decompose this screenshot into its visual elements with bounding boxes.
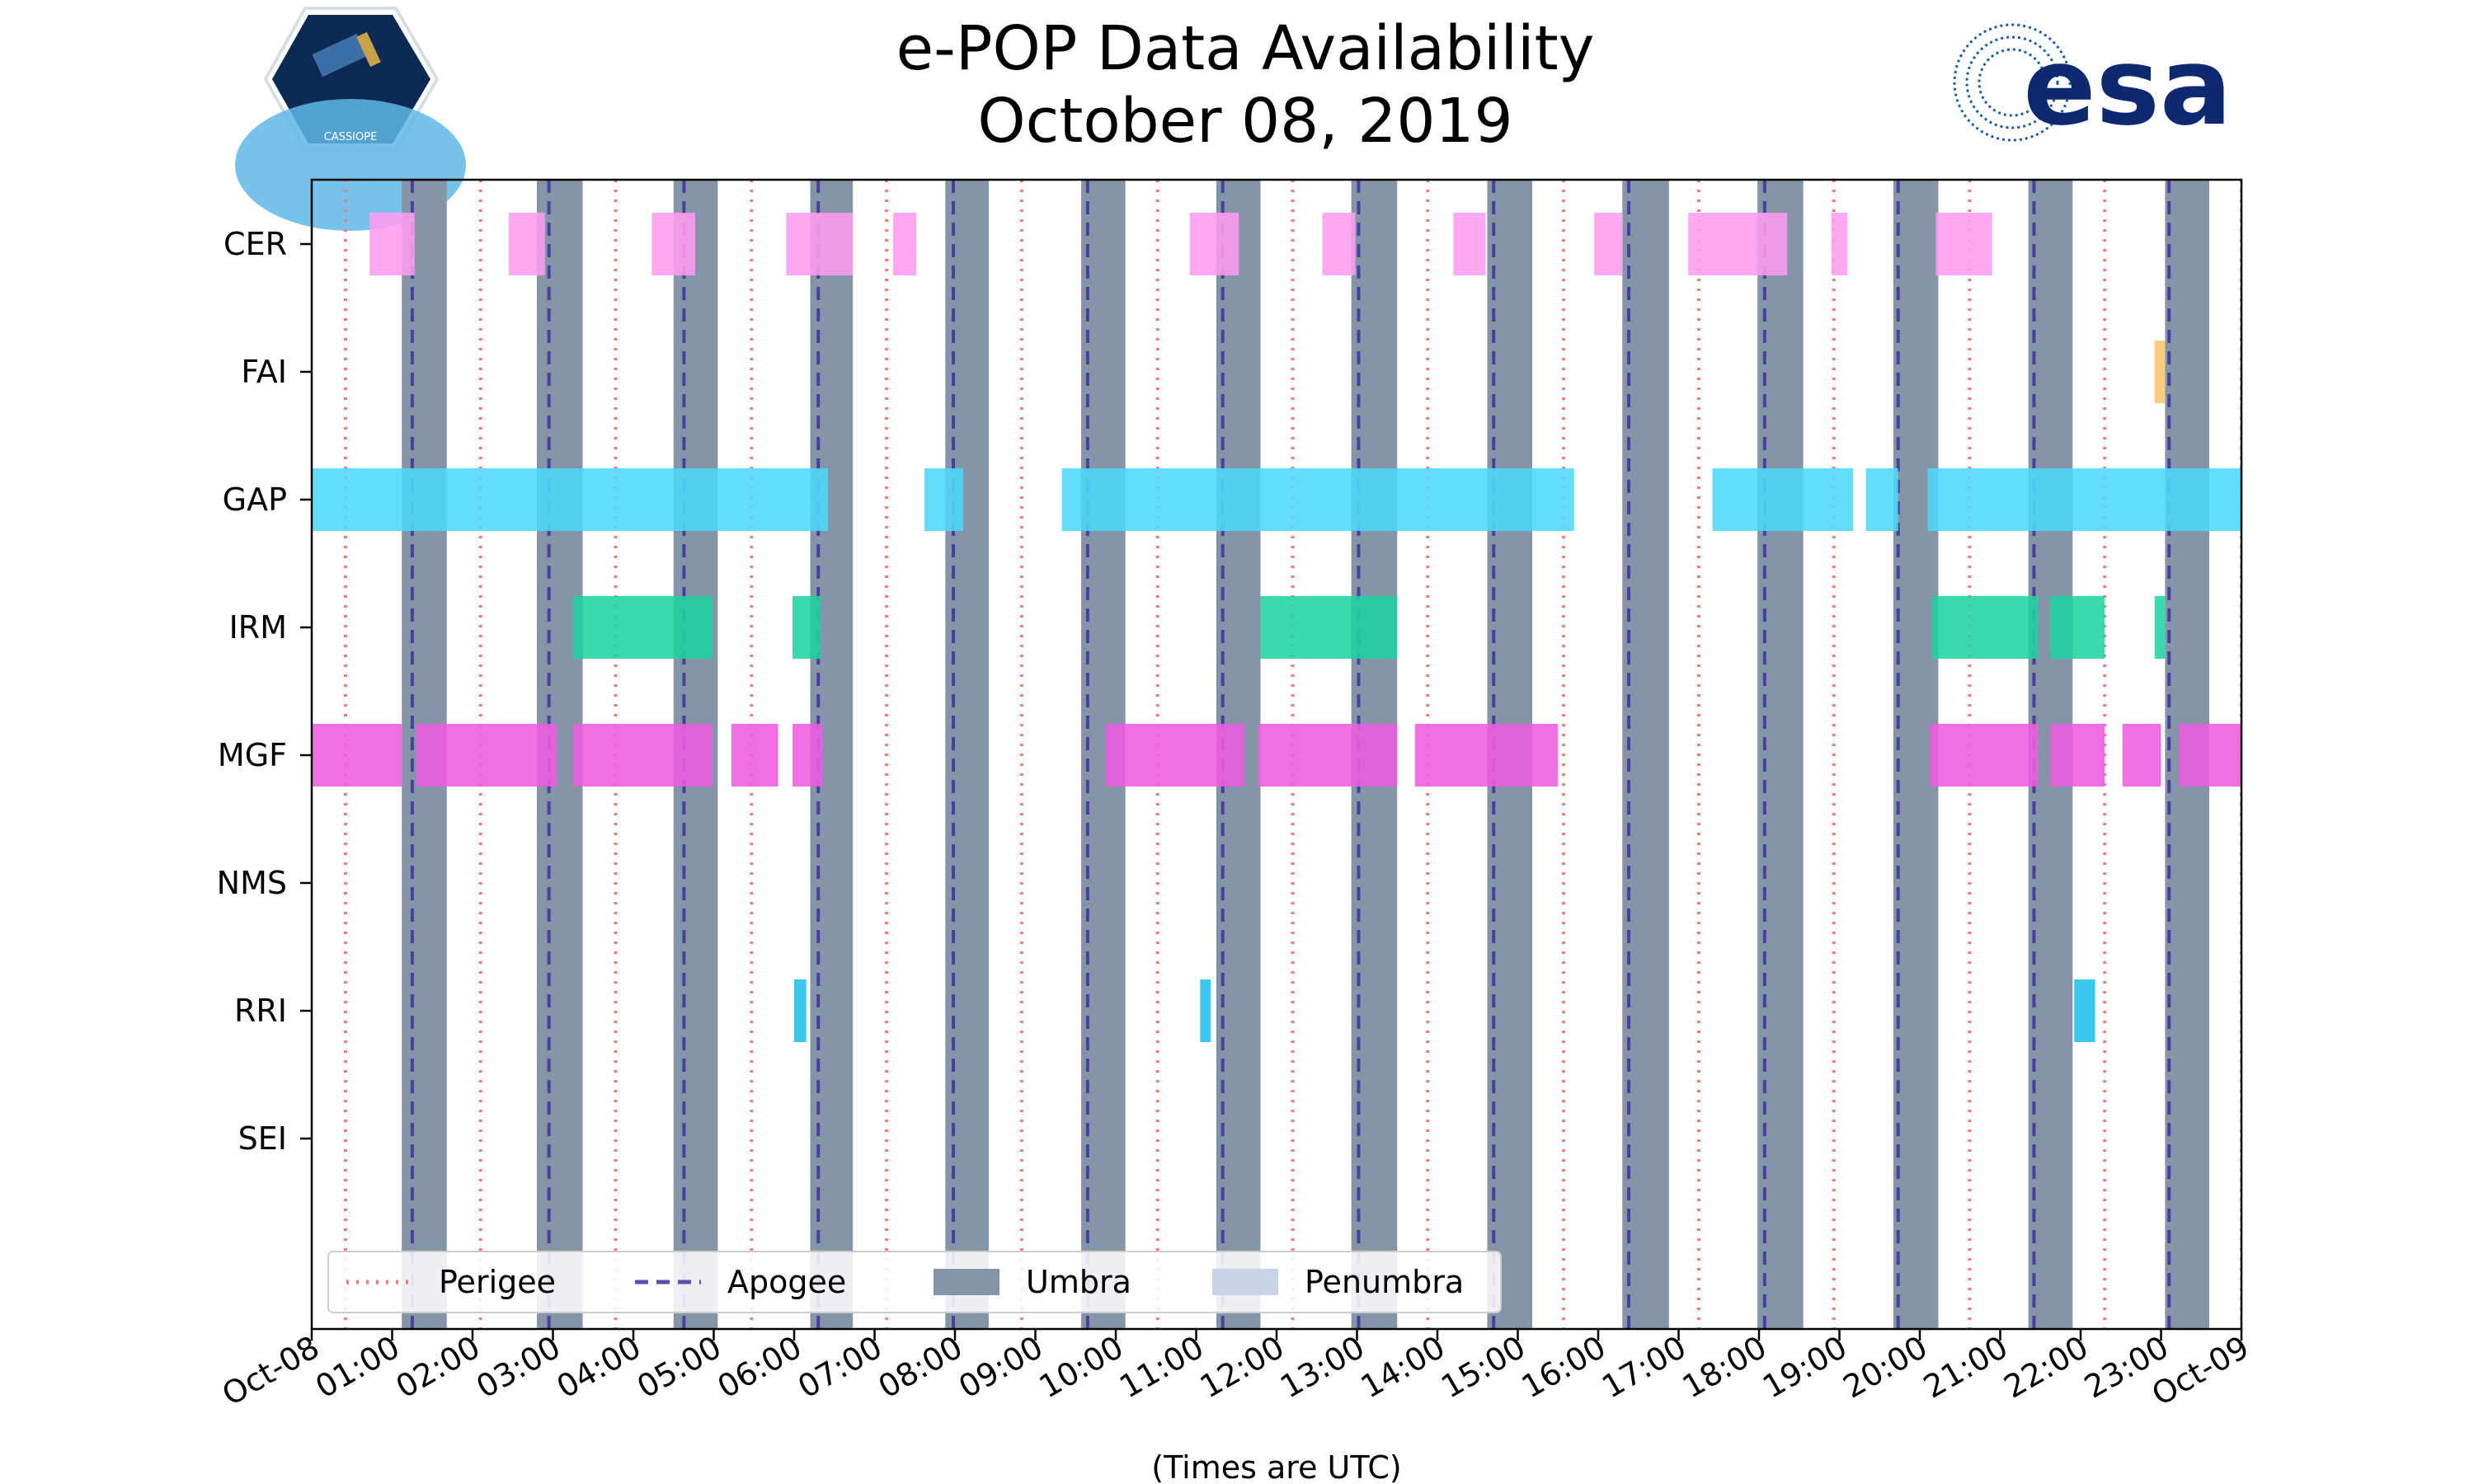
- availability-bar-gap: [924, 468, 963, 531]
- plot-area: CER FAI GAP IRM MGF NMS RRI SEI Oct-0801:0002:00…: [216, 178, 2255, 1484]
- x-tick-label: 20:00: [1837, 1329, 1934, 1406]
- availability-bar-cer: [651, 213, 696, 275]
- availability-bar-mgf: [2178, 724, 2241, 787]
- availability-bar-irm: [1931, 596, 2039, 659]
- availability-bar-gap: [312, 468, 828, 531]
- availability-bar-mgf: [793, 724, 823, 787]
- availability-bar-mgf: [1929, 724, 2039, 787]
- chart-title: e-POP Data Availability: [896, 13, 1595, 84]
- legend-swatch-penumbra: [1212, 1269, 1278, 1295]
- chart-subtitle: October 08, 2019: [977, 86, 1512, 157]
- legend-label-perigee: Perigee: [439, 1264, 556, 1300]
- availability-bar-mgf: [572, 724, 713, 787]
- availability-bar-cer: [1189, 213, 1239, 275]
- availability-bar-mgf: [312, 724, 402, 787]
- availability-bar-gap: [1927, 468, 2241, 531]
- availability-bar-irm: [2049, 596, 2105, 659]
- availability-bar-irm: [572, 596, 713, 659]
- availability-bar-cer: [1453, 213, 1486, 275]
- x-tick-label: 08:00: [872, 1329, 969, 1406]
- availability-bar-mgf: [2122, 724, 2161, 787]
- y-tick-label-nms: NMS: [217, 865, 287, 901]
- legend-label-umbra: Umbra: [1026, 1264, 1131, 1300]
- y-tick-label-cer: CER: [223, 226, 287, 262]
- x-tick-label: 06:00: [712, 1329, 808, 1406]
- availability-bar-gap: [1712, 468, 1854, 531]
- availability-bar-cer: [1688, 213, 1788, 275]
- y-tick-label-mgf: MGF: [218, 737, 287, 773]
- x-axis-label: (Times are UTC): [1151, 1449, 1401, 1484]
- availability-bar-mgf: [2049, 724, 2105, 787]
- x-tick-label: 19:00: [1757, 1329, 1853, 1406]
- x-tick-label: 02:00: [390, 1329, 487, 1406]
- availability-bar-irm: [2154, 596, 2166, 659]
- x-tick-label: 05:00: [631, 1329, 727, 1406]
- availability-bar-rri: [1200, 979, 1211, 1042]
- y-tick-label-fai: FAI: [241, 354, 287, 390]
- legend-box: [327, 1251, 1502, 1313]
- x-tick-label: 15:00: [1435, 1329, 1531, 1406]
- legend-label-penumbra: Penumbra: [1305, 1264, 1464, 1300]
- x-tick-label: 21:00: [1917, 1329, 2014, 1406]
- cassiope-logo-text: CASSIOPE: [324, 131, 378, 143]
- x-tick-label: 16:00: [1516, 1329, 1612, 1406]
- x-tick-label: 12:00: [1194, 1329, 1291, 1406]
- availability-bar-cer: [1831, 213, 1848, 275]
- x-tick-label: 13:00: [1274, 1329, 1371, 1406]
- y-tick-label-sei: SEI: [238, 1120, 287, 1157]
- availability-bar-mgf: [1258, 724, 1398, 787]
- legend: Perigee Apogee Umbra Penumbra: [327, 1251, 1502, 1313]
- availability-bar-rri: [2074, 979, 2095, 1042]
- availability-bar-fai: [2154, 340, 2166, 403]
- availability-bar-cer: [1322, 213, 1356, 275]
- availability-bar-mgf: [1105, 724, 1244, 787]
- availability-bar-cer: [369, 213, 415, 275]
- x-tick-label: 11:00: [1113, 1329, 1210, 1406]
- umbra-band: [945, 180, 989, 1329]
- x-tick-label: Oct-08: [216, 1329, 326, 1413]
- availability-bar-cer: [1594, 213, 1623, 275]
- legend-label-apogee: Apogee: [727, 1264, 846, 1300]
- availability-bar-mgf: [1414, 724, 1559, 787]
- x-tick-label: 18:00: [1677, 1329, 1773, 1406]
- x-tick-label: 14:00: [1355, 1329, 1451, 1406]
- availability-bar-mgf: [731, 724, 778, 787]
- availability-bar-gap: [1061, 468, 1574, 531]
- legend-swatch-umbra: [934, 1269, 999, 1295]
- esa-logo: esa: [1953, 23, 2232, 149]
- availability-bar-rri: [794, 979, 807, 1042]
- y-tick-label-gap: GAP: [223, 481, 287, 518]
- x-tick-label: 04:00: [551, 1329, 647, 1406]
- esa-logo-text: esa: [2023, 24, 2232, 149]
- x-tick-label: 09:00: [952, 1329, 1049, 1406]
- y-tick-label-irm: IRM: [229, 609, 287, 646]
- umbra-band: [1622, 180, 1669, 1329]
- availability-bar-cer: [786, 213, 854, 275]
- availability-bar-cer: [508, 213, 545, 275]
- availability-bar-irm: [793, 596, 821, 659]
- availability-bar-irm: [1260, 596, 1398, 659]
- availability-bar-cer: [892, 213, 917, 275]
- x-tick-label: 22:00: [1998, 1329, 2095, 1406]
- x-tick-label: 10:00: [1033, 1329, 1130, 1406]
- x-tick-label: 17:00: [1596, 1329, 1692, 1406]
- y-tick-label-rri: RRI: [234, 993, 287, 1029]
- x-tick-label: 03:00: [470, 1329, 567, 1406]
- x-tick-label: 01:00: [309, 1329, 406, 1406]
- availability-bar-mgf: [416, 724, 557, 787]
- availability-bar-cer: [1935, 213, 1992, 275]
- umbra-band: [1757, 180, 1804, 1329]
- availability-bar-gap: [1865, 468, 1898, 531]
- x-tick-label: 07:00: [792, 1329, 888, 1406]
